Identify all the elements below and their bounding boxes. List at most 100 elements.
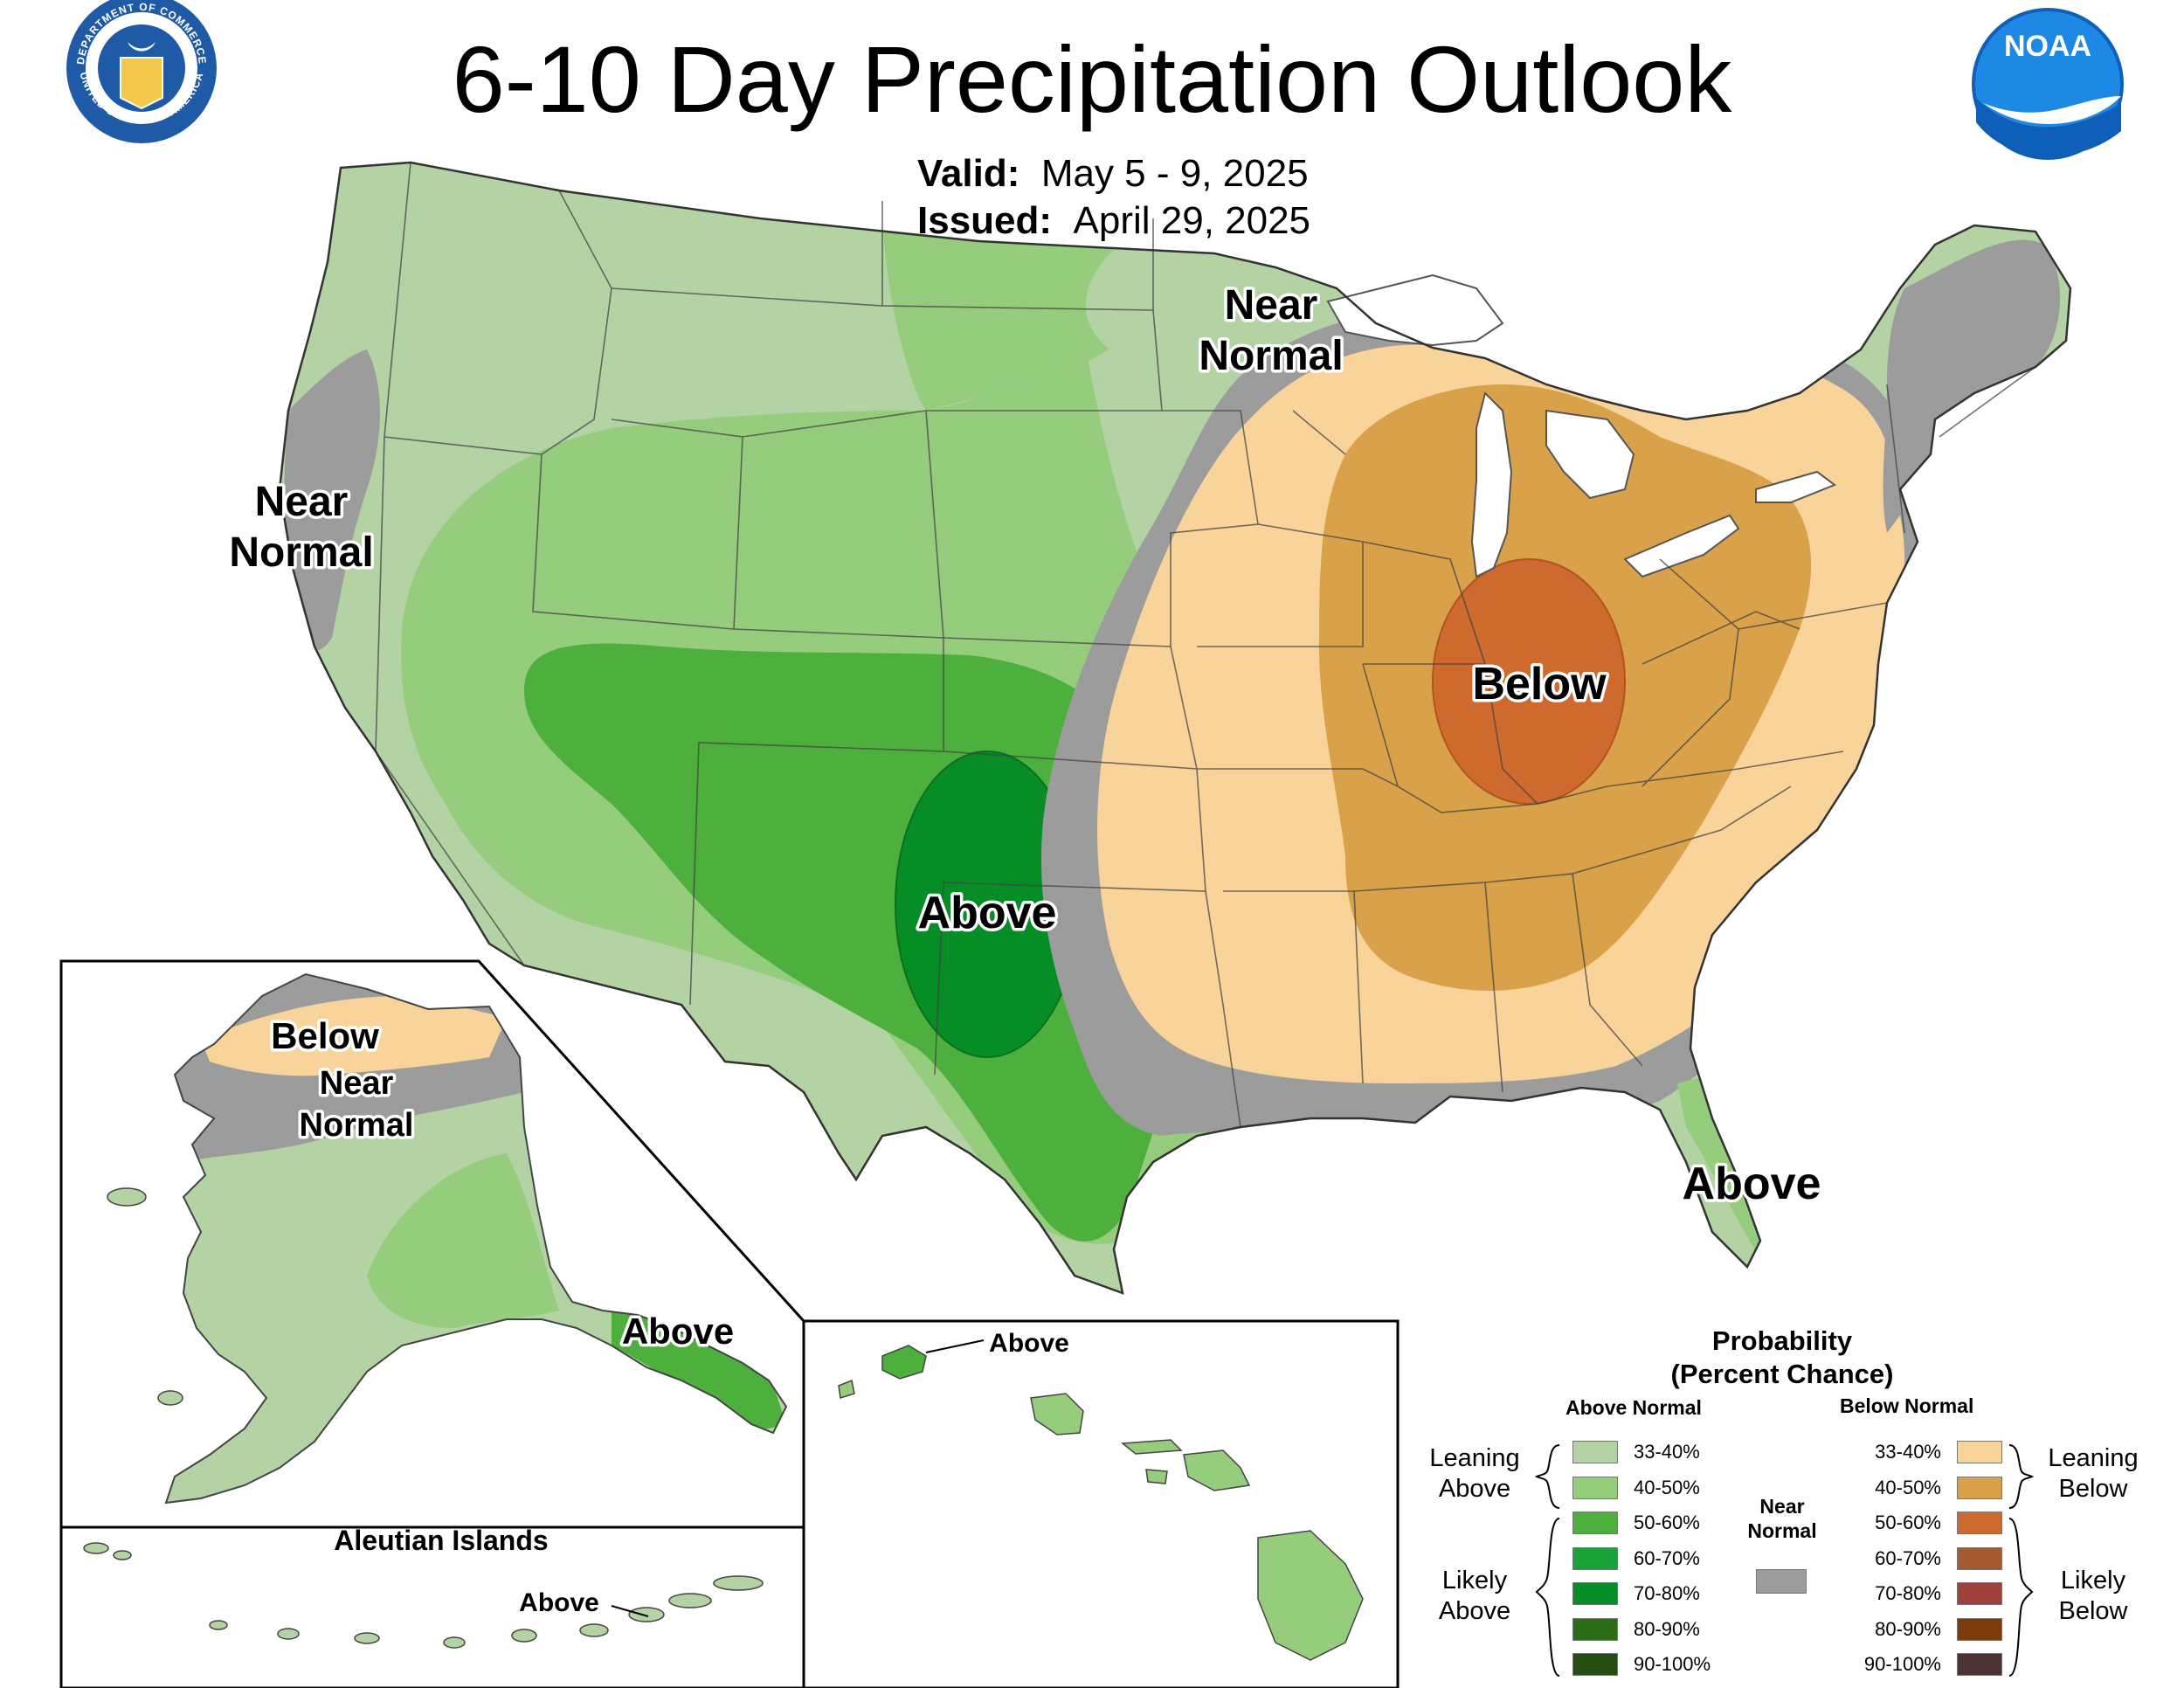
below-braces <box>2008 1444 2035 1677</box>
below-bin-label: 90-100% <box>1863 1653 1941 1675</box>
florida-above-label: Above <box>1683 1159 1821 1209</box>
above-bin-swatch <box>1572 1617 1618 1641</box>
lake-ontario <box>1755 470 1837 503</box>
valid-value: May 5 - 9, 2025 <box>1040 152 1309 195</box>
alaska-inset: Below Near Normal Above <box>59 959 805 1529</box>
below-bin-label: 40-50% <box>1875 1476 1941 1498</box>
legend-below-heading: Below Normal <box>1840 1394 1974 1417</box>
above-bin-label: 70-80% <box>1634 1582 1700 1604</box>
commerce-seal-icon: DEPARTMENT OF COMMERCE UNITED STATES OF … <box>66 0 217 143</box>
aleutian-title: Aleutian Islands <box>334 1525 548 1556</box>
below-bin-label: 50-60% <box>1875 1512 1941 1533</box>
below-bin-swatch <box>1957 1617 2002 1641</box>
conus-map <box>278 161 2072 1295</box>
alaska-below-region <box>201 996 507 1076</box>
east-below-label: Below <box>1472 659 1607 709</box>
below-bin-label: 60-70% <box>1875 1546 1941 1569</box>
likely-above-label: Likely Above <box>1438 1567 1511 1625</box>
below-bin-swatch <box>1957 1476 2002 1499</box>
aleutian-above-label: Above <box>519 1588 599 1617</box>
east-below-50-60-region <box>1432 558 1626 805</box>
alaska-above-label: Above <box>622 1311 734 1352</box>
alaska-outline <box>164 972 788 1505</box>
above-bin-swatch <box>1572 1476 1618 1499</box>
above-bin-row: 70-80% <box>1572 1581 1700 1606</box>
above-bin-swatch <box>1572 1441 1618 1463</box>
hawaii-inset: Above <box>802 1319 1400 1688</box>
aleutian-inset: Aleutian Islands Above <box>59 1525 805 1688</box>
alaska-panhandle-above-region <box>612 1311 786 1433</box>
above-bin-label: 33-40% <box>1634 1441 1700 1463</box>
below-bin-row: 90-100% <box>1854 1652 2002 1677</box>
above-bin-label: 40-50% <box>1634 1476 1700 1498</box>
above-bin-label: 80-90% <box>1634 1617 1700 1640</box>
above-bin-row: 50-60% <box>1572 1511 1700 1535</box>
lake-erie <box>1623 514 1740 578</box>
above-bin-swatch <box>1572 1653 1618 1676</box>
above-bin-swatch <box>1572 1512 1618 1534</box>
likely-below-label: Likely Below <box>2058 1567 2128 1625</box>
alaska-near-normal-label-2: Normal <box>300 1107 414 1144</box>
map-title: 6-10 Day Precipitation Outlook <box>452 26 1732 132</box>
noaa-logo-icon: NOAA <box>1972 8 2124 160</box>
below-bin-row: 80-90% <box>1854 1617 2002 1642</box>
near-normal-swatch <box>1756 1569 1807 1594</box>
above-bin-row: 60-70% <box>1572 1546 1700 1571</box>
leaning-below-label: Leaning Below <box>2048 1444 2139 1503</box>
above-bin-row: 33-40% <box>1572 1440 1700 1464</box>
aleutian-above-leader <box>611 1605 649 1617</box>
valid-label: Valid: <box>917 152 1020 195</box>
above-bin-label: 50-60% <box>1634 1512 1700 1533</box>
lake-huron <box>1545 409 1635 500</box>
below-bin-label: 70-80% <box>1875 1582 1941 1604</box>
legend-title-line2: (Percent Chance) <box>1670 1359 1894 1389</box>
state-boundaries <box>287 162 2036 1128</box>
near-normal-legend-label: Near Normal <box>1747 1495 1817 1542</box>
west-near-normal-label-1: Near <box>255 479 349 525</box>
alaska-island <box>157 1390 183 1406</box>
central-above-label: Above <box>918 888 1057 938</box>
alaska-near-normal-label-1: Near <box>320 1065 394 1102</box>
midwest-near-normal-label-1: Near <box>1225 282 1318 329</box>
alaska-40-50-region <box>367 1153 559 1328</box>
hawaii-above-label: Above <box>989 1329 1069 1358</box>
below-bin-swatch <box>1957 1441 2002 1463</box>
below-bin-swatch <box>1957 1582 2002 1605</box>
kauai-island <box>881 1345 927 1380</box>
above-bin-swatch <box>1572 1582 1618 1605</box>
above-bin-row: 90-100% <box>1572 1652 1711 1677</box>
hawaii-above-leader <box>925 1339 985 1353</box>
west-coast-near-normal-region <box>284 349 380 651</box>
above-bin-label: 90-100% <box>1634 1653 1711 1675</box>
below-bin-row: 60-70% <box>1854 1546 2002 1571</box>
noaa-logo-text: NOAA <box>2004 30 2091 63</box>
alaska-island <box>107 1187 147 1207</box>
below-bin-row: 70-80% <box>1854 1581 2002 1606</box>
legend-title-line1: Probability <box>1711 1325 1853 1356</box>
issued-value: April 29, 2025 <box>1073 199 1311 242</box>
leaning-above-label: Leaning Above <box>1429 1444 1520 1503</box>
above-bin-row: 80-90% <box>1572 1617 1700 1642</box>
below-bin-swatch <box>1957 1546 2002 1570</box>
below-bin-row: 40-50% <box>1854 1476 2002 1500</box>
legend-above-heading: Above Normal <box>1565 1396 1702 1419</box>
below-bin-label: 33-40% <box>1875 1441 1941 1463</box>
lake-michigan <box>1470 391 1513 578</box>
aleutian-islands <box>83 1542 764 1649</box>
issued-label: Issued: <box>917 199 1053 242</box>
lake-superior <box>1326 273 1504 347</box>
legend-title: Probability (Percent Chance) <box>1651 1325 1913 1391</box>
west-near-normal-label-2: Normal <box>229 529 373 576</box>
above-bin-swatch <box>1572 1546 1618 1570</box>
below-bin-swatch <box>1957 1653 2002 1676</box>
conus-outline <box>278 161 2072 1295</box>
valid-dates: Valid: May 5 - 9, 2025 Issued: April 29,… <box>917 150 1310 245</box>
below-bin-row: 50-60% <box>1854 1511 2002 1535</box>
above-braces <box>1534 1444 1560 1677</box>
niihau-island <box>838 1379 855 1399</box>
below-bin-row: 33-40% <box>1854 1440 2002 1464</box>
below-bin-swatch <box>1957 1512 2002 1534</box>
alaska-below-label: Below <box>271 1015 379 1056</box>
above-bin-row: 40-50% <box>1572 1476 1700 1500</box>
